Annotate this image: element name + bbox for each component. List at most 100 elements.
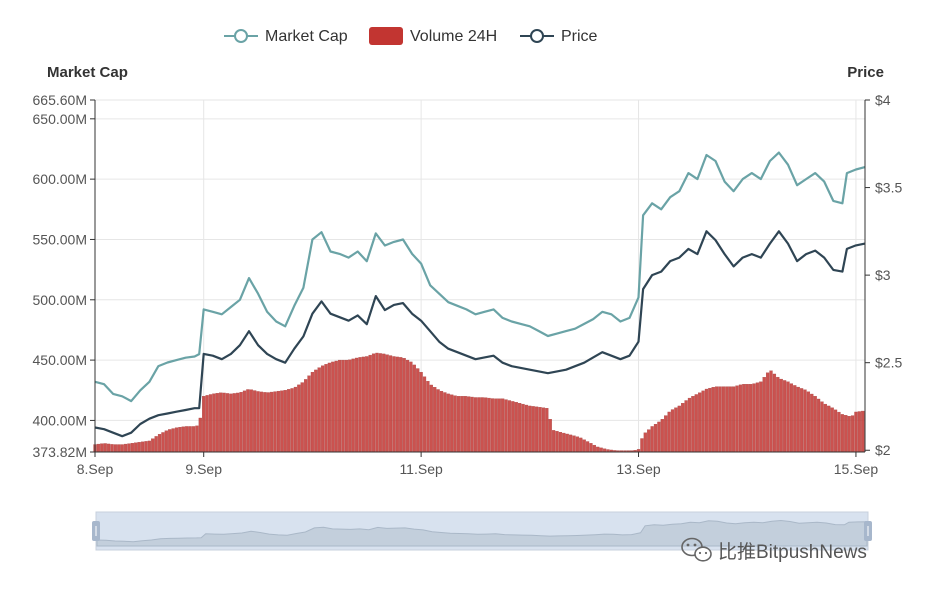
data-zoom-slider[interactable] (92, 511, 872, 551)
volume-bar (242, 390, 247, 453)
data-zoom-handle-right[interactable] (864, 521, 872, 541)
volume-bar (769, 370, 773, 453)
volume-bar (592, 444, 596, 453)
data-zoom-preview (96, 519, 868, 547)
volume-bar (643, 432, 647, 453)
volume-bar (426, 381, 430, 453)
legend-item-price[interactable]: Price (520, 28, 598, 45)
x-tick-label: 13.Sep (616, 461, 661, 477)
volume-bar (708, 387, 712, 453)
left-tick-label: 500.00M (33, 292, 87, 308)
volume-bar (164, 430, 168, 453)
volume-bar (178, 427, 182, 453)
volume-bar (854, 411, 858, 453)
volume-bar (816, 398, 821, 453)
volume-bar (259, 391, 264, 453)
volume-bar (147, 440, 151, 453)
x-axis-ticks: 8.Sep 9.Sep 11.Sep 13.Sep 15.Sep (77, 452, 879, 477)
volume-bar (382, 353, 386, 453)
volume-bar (796, 386, 800, 453)
volume-bar (789, 383, 794, 453)
volume-bar (263, 392, 267, 453)
data-zoom-handle-left[interactable] (92, 521, 100, 541)
volume-bar (463, 396, 467, 453)
volume-bar (718, 386, 722, 453)
volume-bar (497, 398, 501, 453)
volume-bar (388, 355, 393, 453)
volume-bar (365, 356, 369, 453)
volume-bar (755, 382, 760, 453)
volume-bar (456, 396, 461, 453)
volume-bar (419, 371, 423, 453)
volume-bar (253, 390, 257, 453)
volume-bar (123, 443, 128, 453)
volume-bar (524, 404, 529, 453)
volume-bar (742, 384, 746, 453)
volume-bar (687, 397, 692, 453)
volume-bar (157, 434, 162, 453)
series-line-price[interactable] (94, 230, 866, 438)
volume-bar (256, 391, 260, 453)
volume-bar (732, 386, 736, 453)
volume-bar (565, 433, 569, 453)
volume-bar (106, 443, 111, 453)
volume-bar (837, 411, 841, 453)
volume-bar (793, 385, 797, 453)
left-tick-label: 665.60M (33, 92, 87, 108)
x-tick-label: 8.Sep (77, 461, 114, 477)
volume-bar (589, 443, 593, 453)
x-tick-label: 15.Sep (834, 461, 879, 477)
volume-bar (324, 364, 328, 453)
volume-bar (467, 396, 471, 453)
volume-bar (650, 426, 654, 453)
volume-bar (137, 442, 141, 453)
volume-bar (222, 392, 226, 453)
volume-bar (762, 377, 766, 453)
volume-bar (477, 397, 481, 453)
volume-bar (653, 424, 658, 453)
volume-bar (337, 359, 342, 453)
watermark-text: 比推BitpushNews (718, 541, 867, 563)
volume-bar (480, 397, 484, 453)
right-tick-label: $2.5 (875, 355, 902, 371)
volume-bar (205, 395, 209, 453)
volume-bar (195, 425, 199, 453)
volume-bar (409, 361, 413, 453)
legend-item-volume-24h[interactable]: Volume 24H (369, 27, 497, 45)
volume-bar (806, 391, 811, 453)
volume-bar (531, 406, 535, 453)
volume-bar (749, 384, 753, 453)
volume-bar (151, 438, 155, 453)
legend-item-market-cap[interactable]: Market Cap (224, 28, 348, 45)
volume-bar (270, 391, 274, 453)
volume-bar (443, 392, 447, 453)
volume-bar (249, 389, 253, 453)
volume-bar (534, 406, 539, 453)
right-tick-label: $4 (875, 92, 891, 108)
volume-bar (728, 386, 732, 453)
volume-bar (473, 397, 478, 453)
volume-bar (439, 390, 444, 453)
volume-bar (660, 419, 664, 453)
volume-bar (134, 442, 138, 453)
volume-bar (202, 396, 206, 453)
volume-bar (504, 399, 508, 453)
series-line-market-cap[interactable] (94, 151, 866, 403)
volume-bar (813, 396, 817, 453)
volume-bar (246, 389, 250, 453)
left-axis-ticks: 373.82M 400.00M 450.00M 500.00M 550.00M 600.0… (33, 92, 95, 460)
volume-bar (416, 368, 420, 453)
volume-bar (582, 439, 586, 453)
volume-bar (120, 444, 124, 453)
left-axis-name: Market Cap (47, 64, 128, 81)
left-tick-label: 373.82M (33, 444, 87, 460)
volume-bar (351, 358, 355, 453)
volume-bar (664, 415, 668, 453)
volume-bar (307, 375, 311, 453)
volume-bar (208, 394, 213, 453)
volume-bar (803, 389, 807, 453)
volume-bar (405, 359, 410, 453)
volume-bar (759, 381, 763, 453)
legend-label-volume-24h: Volume 24H (410, 28, 497, 45)
volume-bar (127, 443, 131, 453)
